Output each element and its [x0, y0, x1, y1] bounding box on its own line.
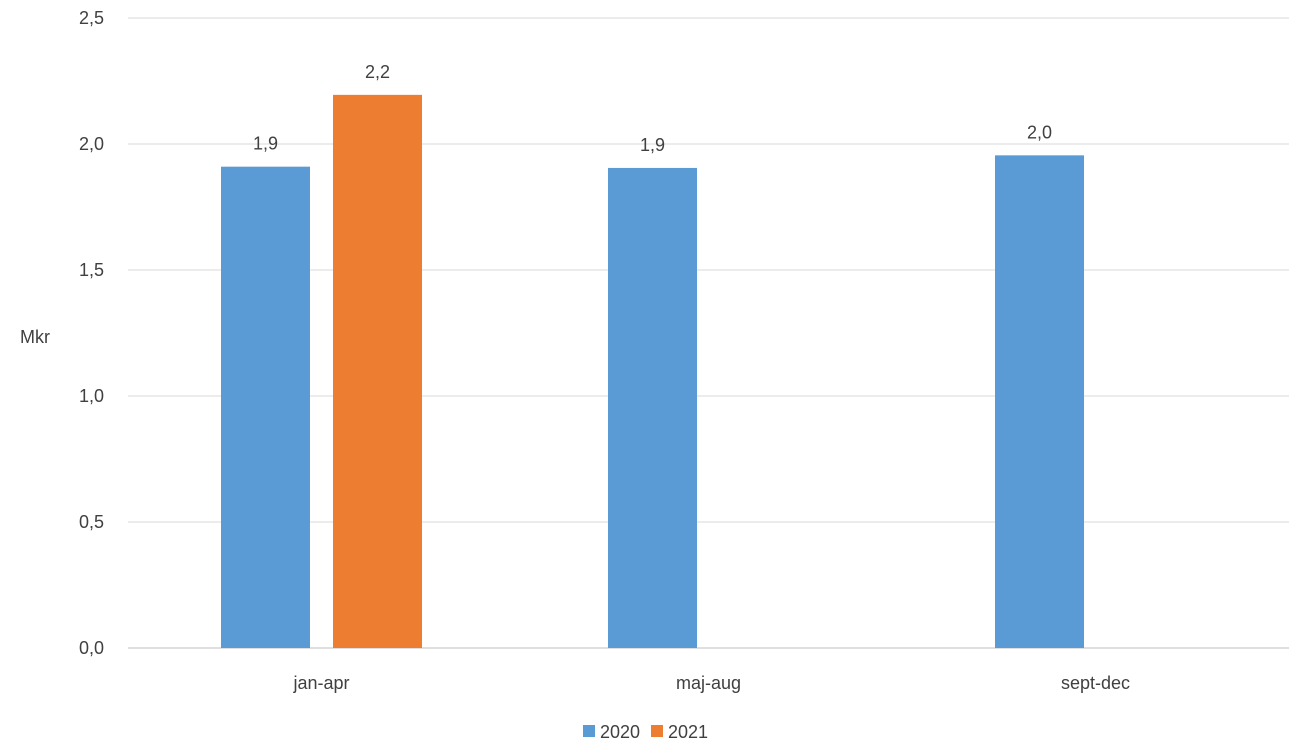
x-axis-tick-labels: jan-apr maj-aug sept-dec: [292, 673, 1130, 693]
y-tick-label: 2,0: [79, 134, 104, 154]
data-label: 1,9: [640, 135, 665, 155]
x-tick-label: sept-dec: [1061, 673, 1130, 693]
legend: 2020 2021: [583, 722, 708, 742]
y-axis-tick-labels: 0,0 0,5 1,0 1,5 2,0 2,5: [79, 8, 104, 658]
legend-swatch: [583, 725, 595, 737]
bar: [221, 166, 310, 648]
y-tick-label: 0,0: [79, 638, 104, 658]
gridlines: [128, 17, 1289, 649]
bar: [333, 94, 422, 649]
legend-swatch: [651, 725, 663, 737]
y-tick-label: 1,0: [79, 386, 104, 406]
y-axis-title: Mkr: [20, 327, 50, 347]
data-label: 1,9: [253, 134, 278, 154]
x-tick-label: maj-aug: [676, 673, 741, 693]
bar: [608, 167, 697, 648]
legend-label: 2020: [600, 722, 640, 742]
y-tick-label: 2,5: [79, 8, 104, 28]
x-tick-label: jan-apr: [292, 673, 349, 693]
data-label: 2,2: [365, 62, 390, 82]
bars: [221, 94, 1084, 649]
data-label: 2,0: [1027, 122, 1052, 142]
bar: [995, 155, 1084, 648]
y-tick-label: 1,5: [79, 260, 104, 280]
legend-label: 2021: [668, 722, 708, 742]
y-tick-label: 0,5: [79, 512, 104, 532]
data-labels: 1,9 2,2 1,9 2,0: [253, 62, 1052, 155]
